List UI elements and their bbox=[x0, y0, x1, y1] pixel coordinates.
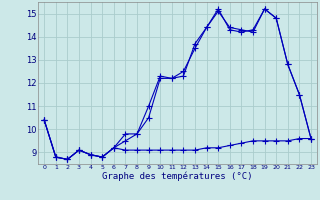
X-axis label: Graphe des températures (°C): Graphe des températures (°C) bbox=[102, 172, 253, 181]
